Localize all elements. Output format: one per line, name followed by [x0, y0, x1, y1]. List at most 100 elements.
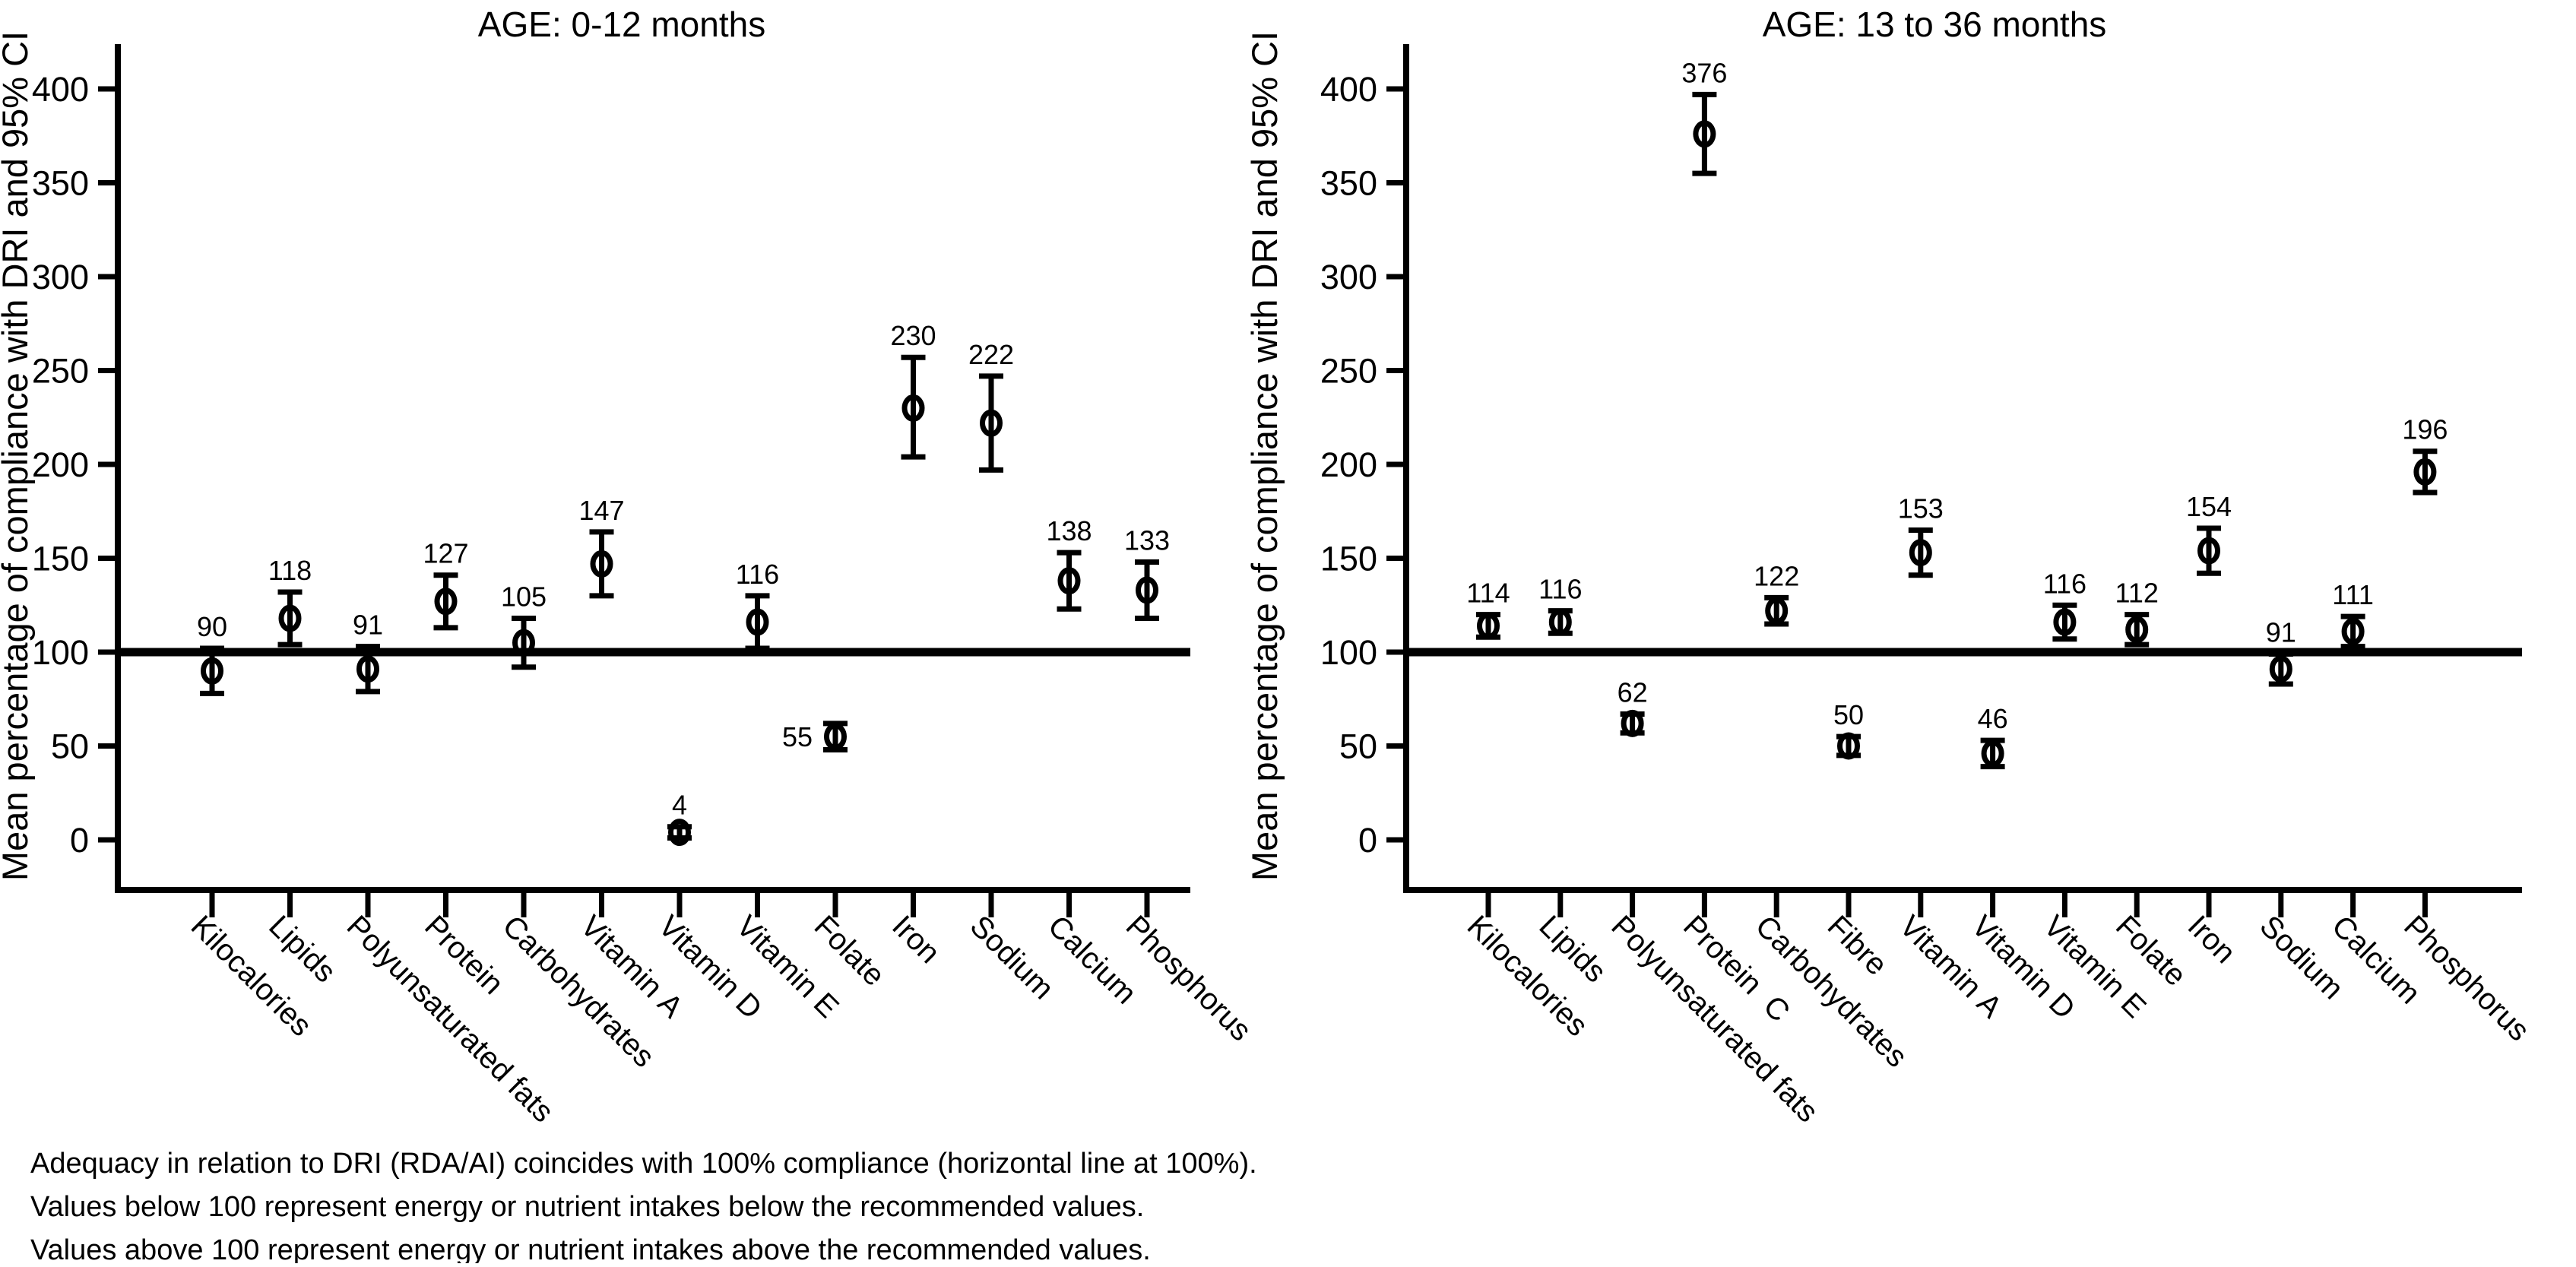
marker-circle [2197, 537, 2220, 565]
data-point: 116 [736, 559, 779, 651]
y-tick-label: 350 [32, 163, 89, 202]
y-tick-label: 200 [1320, 445, 1377, 484]
data-point: 105 [501, 581, 547, 670]
value-label: 376 [1681, 57, 1727, 88]
value-label: 116 [736, 559, 779, 590]
value-label: 116 [2043, 568, 2086, 599]
caption-line-1: Adequacy in relation to DRI (RDA/AI) coi… [30, 1148, 1257, 1180]
y-axis-title: Mean percentage of compliance with DRI a… [1244, 31, 1285, 881]
data-point: 116 [1538, 574, 1583, 636]
value-label: 91 [2266, 616, 2296, 648]
value-label: 111 [2332, 579, 2374, 610]
data-point: 153 [1898, 493, 1944, 578]
caption-line-3: Values above 100 represent energy or nut… [30, 1234, 1151, 1263]
figure-caption: Adequacy in relation to DRI (RDA/AI) coi… [30, 1148, 1257, 1266]
y-tick-label: 400 [1320, 70, 1377, 109]
data-point: 90 [197, 611, 227, 696]
marker-circle [356, 655, 379, 683]
value-label: 112 [2115, 578, 2158, 609]
marker-circle [980, 409, 1003, 437]
marker-circle [2125, 616, 2149, 644]
data-point: 91 [2266, 616, 2296, 687]
value-label: 50 [1833, 699, 1864, 730]
y-tick-label: 150 [32, 539, 89, 578]
marker-circle [746, 608, 769, 636]
value-label: 196 [2402, 414, 2448, 445]
data-point: 147 [578, 495, 625, 599]
y-tick-label: 0 [70, 821, 89, 860]
y-tick-label: 0 [1358, 821, 1377, 860]
marker-circle [1548, 608, 1572, 636]
value-label: 138 [1046, 515, 1092, 546]
value-label: 116 [1538, 574, 1582, 605]
value-label: 222 [968, 339, 1014, 370]
marker-circle [2269, 655, 2292, 683]
y-tick-label: 50 [1339, 727, 1377, 765]
value-label: 122 [1754, 560, 1799, 591]
data-point: 122 [1754, 560, 1799, 627]
marker-circle [901, 394, 925, 422]
marker-circle [1981, 740, 2004, 768]
data-point: 138 [1046, 515, 1092, 612]
data-point: 116 [2043, 568, 2086, 642]
data-point: 55 [782, 721, 848, 752]
data-point: 62 [1618, 677, 1648, 737]
value-label: 91 [353, 610, 383, 641]
y-tick-label: 100 [32, 633, 89, 672]
y-tick-label: 200 [32, 445, 89, 484]
data-point: 114 [1466, 578, 1510, 640]
data-point: 46 [1978, 703, 2008, 770]
marker-circle [824, 723, 847, 751]
value-label: 154 [2186, 491, 2232, 522]
y-tick-label: 150 [1320, 539, 1377, 578]
marker-circle [1057, 567, 1081, 595]
value-label: 114 [1466, 578, 1510, 609]
y-tick-label: 350 [1320, 163, 1377, 202]
marker-circle [434, 588, 458, 616]
value-label: 153 [1898, 493, 1944, 524]
marker-circle [1837, 732, 1860, 760]
data-point: 230 [890, 320, 936, 460]
value-label: 147 [578, 495, 624, 526]
y-axis-title: Mean percentage of compliance with DRI a… [0, 31, 35, 881]
data-point: 118 [268, 555, 312, 648]
data-point: 127 [423, 538, 469, 631]
marker-circle [2053, 608, 2077, 636]
caption-line-2: Values below 100 represent energy or nut… [30, 1191, 1144, 1223]
value-label: 127 [423, 538, 468, 569]
chart-title: AGE: 0-12 months [478, 5, 765, 44]
data-point: 154 [2186, 491, 2232, 576]
marker-circle [590, 550, 613, 578]
marker-circle [1909, 539, 1932, 567]
y-tick-label: 50 [51, 727, 89, 765]
marker-circle [668, 819, 691, 847]
data-point: 4 [667, 790, 692, 847]
data-point: 112 [2115, 578, 2159, 648]
marker-circle [278, 604, 302, 632]
value-label: 4 [672, 790, 687, 821]
y-tick-label: 300 [32, 258, 89, 296]
marker-circle [1693, 120, 1716, 148]
marker-circle [2341, 617, 2365, 645]
data-point: 376 [1681, 57, 1727, 176]
value-label: 118 [268, 555, 312, 586]
value-label: 46 [1978, 703, 2008, 734]
y-tick-label: 400 [32, 70, 89, 109]
chart-title: AGE: 13 to 36 months [1763, 5, 2107, 44]
data-point: 222 [968, 339, 1014, 473]
value-label: 105 [501, 581, 547, 613]
data-point: 91 [353, 610, 383, 695]
marker-circle [512, 629, 535, 657]
marker-circle [1621, 709, 1644, 737]
y-tick-label: 300 [1320, 258, 1377, 296]
data-point: 133 [1124, 524, 1170, 622]
value-label: 90 [197, 611, 227, 642]
value-label: 62 [1618, 677, 1648, 708]
marker-circle [1136, 576, 1158, 604]
marker-circle [2413, 458, 2437, 486]
value-label: 230 [890, 320, 936, 351]
marker-circle [1477, 612, 1500, 640]
y-tick-label: 100 [1320, 633, 1377, 672]
